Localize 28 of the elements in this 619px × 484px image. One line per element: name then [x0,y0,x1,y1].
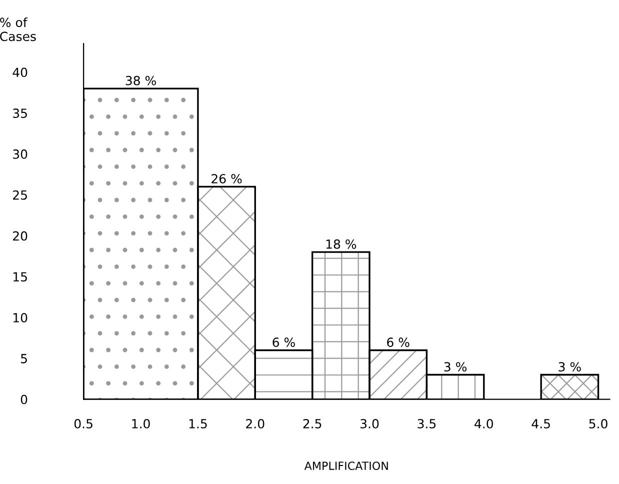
x-tick-label: 1.0 [132,418,150,428]
y-tick-label: 10 [13,312,28,322]
data-label: 6 % [387,338,410,347]
x-tick-label: 2.0 [246,418,264,428]
data-label: 26 % [212,174,242,184]
x-tick-label: 0.5 [74,418,92,428]
x-tick-label: 5.0 [589,418,608,428]
x-tick-label: 3.0 [360,418,379,428]
data-label: 3 % [558,362,581,372]
x-tick-label: 4.0 [474,418,494,428]
x-tick-label: 1.5 [189,419,207,428]
data-label: 18 % [326,239,356,249]
x-tick-label: 4.5 [532,419,550,428]
y-tick-label: 20 [13,231,28,241]
y-tick-label: 30 [13,149,28,159]
data-label: 6 % [272,338,295,347]
y-tick-label: 15 [13,272,27,282]
y-axis-title: % of Cases [0,17,36,42]
y-tick-label: 0 [20,394,28,404]
x-tick-label: 3.5 [418,418,436,428]
x-tick-label: 2.5 [303,418,322,428]
y-tick-label: 5 [21,354,27,364]
y-tick-label: 40 [12,68,28,78]
y-tick-label: 35 [13,108,27,118]
data-label: 38 % [126,76,156,86]
data-label: 3 % [444,362,467,372]
y-tick-label: 25 [13,190,27,200]
x-axis-title: AMPLIFICATION [304,462,388,470]
